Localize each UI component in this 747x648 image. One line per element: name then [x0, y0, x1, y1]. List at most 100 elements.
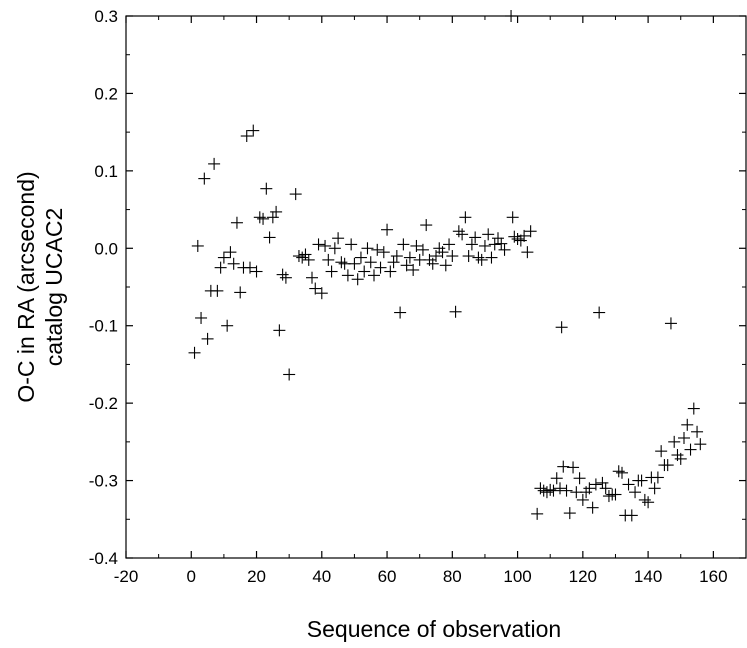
data-point	[609, 488, 622, 501]
data-point	[495, 237, 508, 250]
data-point	[319, 239, 332, 252]
data-point	[439, 259, 452, 272]
data-point	[616, 466, 628, 479]
y-tick-label: 0.1	[94, 162, 118, 181]
data-point	[684, 443, 697, 456]
data-point	[547, 484, 560, 497]
data-point	[224, 246, 237, 259]
data-point	[625, 509, 638, 522]
data-point	[250, 265, 263, 278]
x-tick-label: 80	[443, 567, 462, 586]
data-point	[371, 243, 384, 256]
data-point	[276, 268, 289, 281]
data-point	[478, 239, 491, 252]
data-point	[596, 476, 609, 489]
data-point	[328, 242, 341, 255]
data-point	[221, 319, 234, 332]
x-tick-label: 0	[187, 567, 196, 586]
data-point	[410, 239, 423, 252]
data-point	[397, 238, 410, 251]
data-point	[511, 232, 524, 245]
data-point	[191, 239, 204, 252]
data-point	[436, 246, 449, 259]
data-point	[283, 368, 296, 381]
data-points	[188, 10, 707, 522]
data-point	[374, 261, 387, 274]
plot-border	[125, 15, 747, 559]
data-point	[557, 460, 570, 473]
data-point	[485, 251, 498, 264]
data-point	[508, 230, 521, 243]
data-point	[384, 265, 397, 278]
data-point	[567, 461, 580, 474]
data-point	[664, 317, 677, 330]
data-point	[279, 271, 292, 284]
data-point	[678, 431, 690, 444]
data-point	[273, 324, 286, 337]
data-point	[332, 232, 345, 245]
data-point	[195, 311, 208, 324]
data-point	[416, 243, 429, 256]
data-point	[358, 265, 371, 278]
data-point	[694, 438, 707, 451]
data-point	[482, 228, 495, 241]
data-point	[394, 306, 407, 319]
data-point	[260, 182, 273, 195]
data-point	[648, 482, 661, 495]
data-point	[403, 251, 416, 264]
data-point	[661, 459, 674, 472]
y-axis-title-line-1: O-C in RA (arcsecond)	[13, 171, 39, 402]
data-point	[599, 482, 612, 495]
x-tick-label: 100	[503, 567, 531, 586]
data-point	[531, 507, 544, 520]
data-point	[681, 418, 694, 431]
data-point	[208, 157, 221, 170]
x-tick-label: 40	[312, 567, 331, 586]
data-point	[449, 305, 462, 318]
data-point	[351, 273, 364, 286]
data-point	[506, 211, 519, 224]
data-point	[573, 472, 586, 485]
data-point	[214, 261, 227, 274]
y-tick-label: 0.0	[94, 239, 118, 258]
y-tick-label: -0.2	[89, 394, 118, 413]
data-point	[387, 256, 400, 269]
data-point	[381, 223, 394, 236]
data-point	[452, 225, 465, 238]
data-point	[560, 484, 573, 497]
data-point	[638, 493, 651, 506]
x-axis-title: Sequence of observation	[307, 616, 561, 642]
data-point	[563, 507, 576, 520]
data-point	[354, 251, 367, 264]
data-point	[211, 284, 224, 297]
data-point	[426, 257, 439, 270]
data-point	[364, 256, 377, 269]
data-point	[292, 250, 305, 263]
data-point	[198, 172, 211, 185]
data-point	[407, 263, 420, 276]
data-point	[296, 251, 309, 264]
data-point	[586, 501, 599, 514]
data-point	[348, 257, 361, 270]
data-point	[469, 231, 482, 244]
data-point	[462, 250, 475, 263]
data-point	[244, 261, 256, 274]
data-point	[309, 282, 322, 295]
x-tick-label: -20	[114, 567, 139, 586]
data-point	[589, 478, 602, 491]
y-tick-label: -0.1	[89, 317, 118, 336]
x-tick-label: 140	[634, 567, 662, 586]
data-point	[257, 212, 270, 225]
data-point	[514, 234, 527, 247]
data-point	[488, 238, 501, 251]
data-point	[555, 321, 568, 334]
data-point	[361, 242, 374, 255]
data-point	[524, 225, 537, 238]
y-tick-label: -0.4	[89, 549, 118, 568]
data-point	[234, 286, 247, 299]
data-point	[687, 402, 700, 415]
data-point	[253, 211, 266, 224]
data-point	[201, 332, 214, 345]
data-point	[521, 246, 534, 259]
